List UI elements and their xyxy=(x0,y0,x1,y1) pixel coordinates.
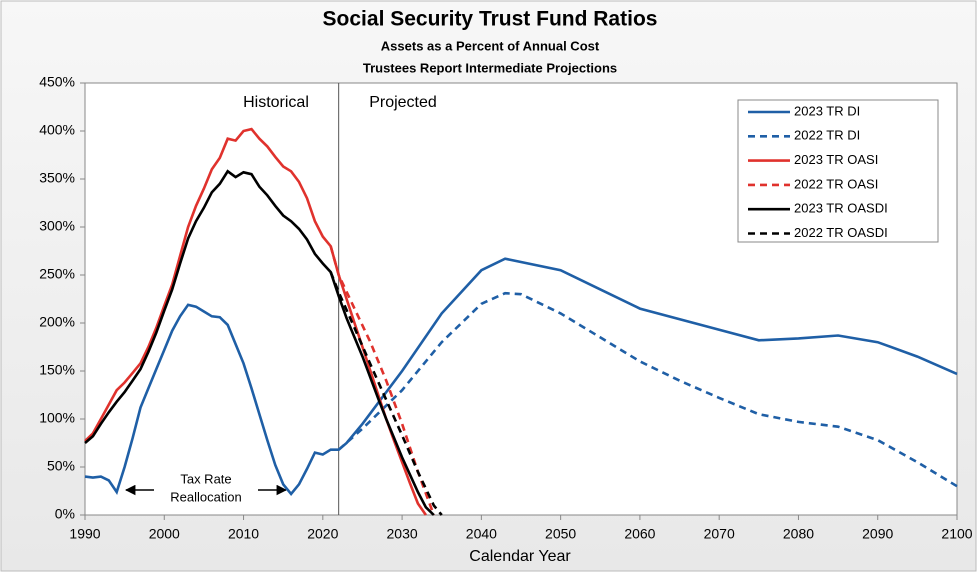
y-tick-label: 50% xyxy=(47,458,75,474)
y-tick-label: 250% xyxy=(39,266,75,282)
y-tick-label: 450% xyxy=(39,74,75,90)
series-line xyxy=(84,127,427,516)
annotation: Tax Rate xyxy=(180,471,231,486)
annotation: Reallocation xyxy=(170,489,242,504)
y-tick-label: 100% xyxy=(39,410,75,426)
y-tick-label: 150% xyxy=(39,362,75,378)
y-tick-label: 0% xyxy=(55,506,75,522)
chart-title: Social Security Trust Fund Ratios xyxy=(323,8,658,31)
series-line xyxy=(329,271,443,516)
series-line xyxy=(337,291,958,488)
annotation: Projected xyxy=(369,94,437,111)
series-line xyxy=(84,169,435,516)
legend xyxy=(737,99,939,243)
x-tick-label: 2090 xyxy=(862,526,893,542)
chart-subtitle: Assets as a Percent of Annual Cost xyxy=(381,38,600,53)
x-tick-label: 2070 xyxy=(704,526,735,542)
legend-label: 2023 TR DI xyxy=(794,103,860,118)
x-tick-label: 1990 xyxy=(69,526,100,542)
x-tick-label: 2000 xyxy=(149,526,180,542)
x-tick-label: 2020 xyxy=(307,526,338,542)
y-tick-label: 200% xyxy=(39,314,75,330)
legend-label: 2023 TR OASI xyxy=(794,152,878,167)
series-line xyxy=(84,257,958,496)
legend-label: 2022 TR OASDI xyxy=(794,225,888,240)
legend-label: 2022 TR OASI xyxy=(794,176,878,191)
y-tick-label: 400% xyxy=(39,122,75,138)
legend-label: 2023 TR OASDI xyxy=(794,201,888,216)
x-tick-label: 2040 xyxy=(466,526,497,542)
x-axis-label: Calendar Year xyxy=(469,548,571,565)
legend-label: 2022 TR DI xyxy=(794,128,860,143)
x-tick-label: 2050 xyxy=(545,526,576,542)
y-tick-label: 300% xyxy=(39,218,75,234)
x-tick-label: 2030 xyxy=(387,526,418,542)
x-tick-label: 2010 xyxy=(228,526,259,542)
chart-subtitle: Trustees Report Intermediate Projections xyxy=(363,60,617,75)
annotation: Historical xyxy=(243,94,309,111)
x-tick-label: 2100 xyxy=(941,526,972,542)
x-tick-label: 2060 xyxy=(624,526,655,542)
x-tick-label: 2080 xyxy=(783,526,814,542)
y-tick-label: 350% xyxy=(39,170,75,186)
